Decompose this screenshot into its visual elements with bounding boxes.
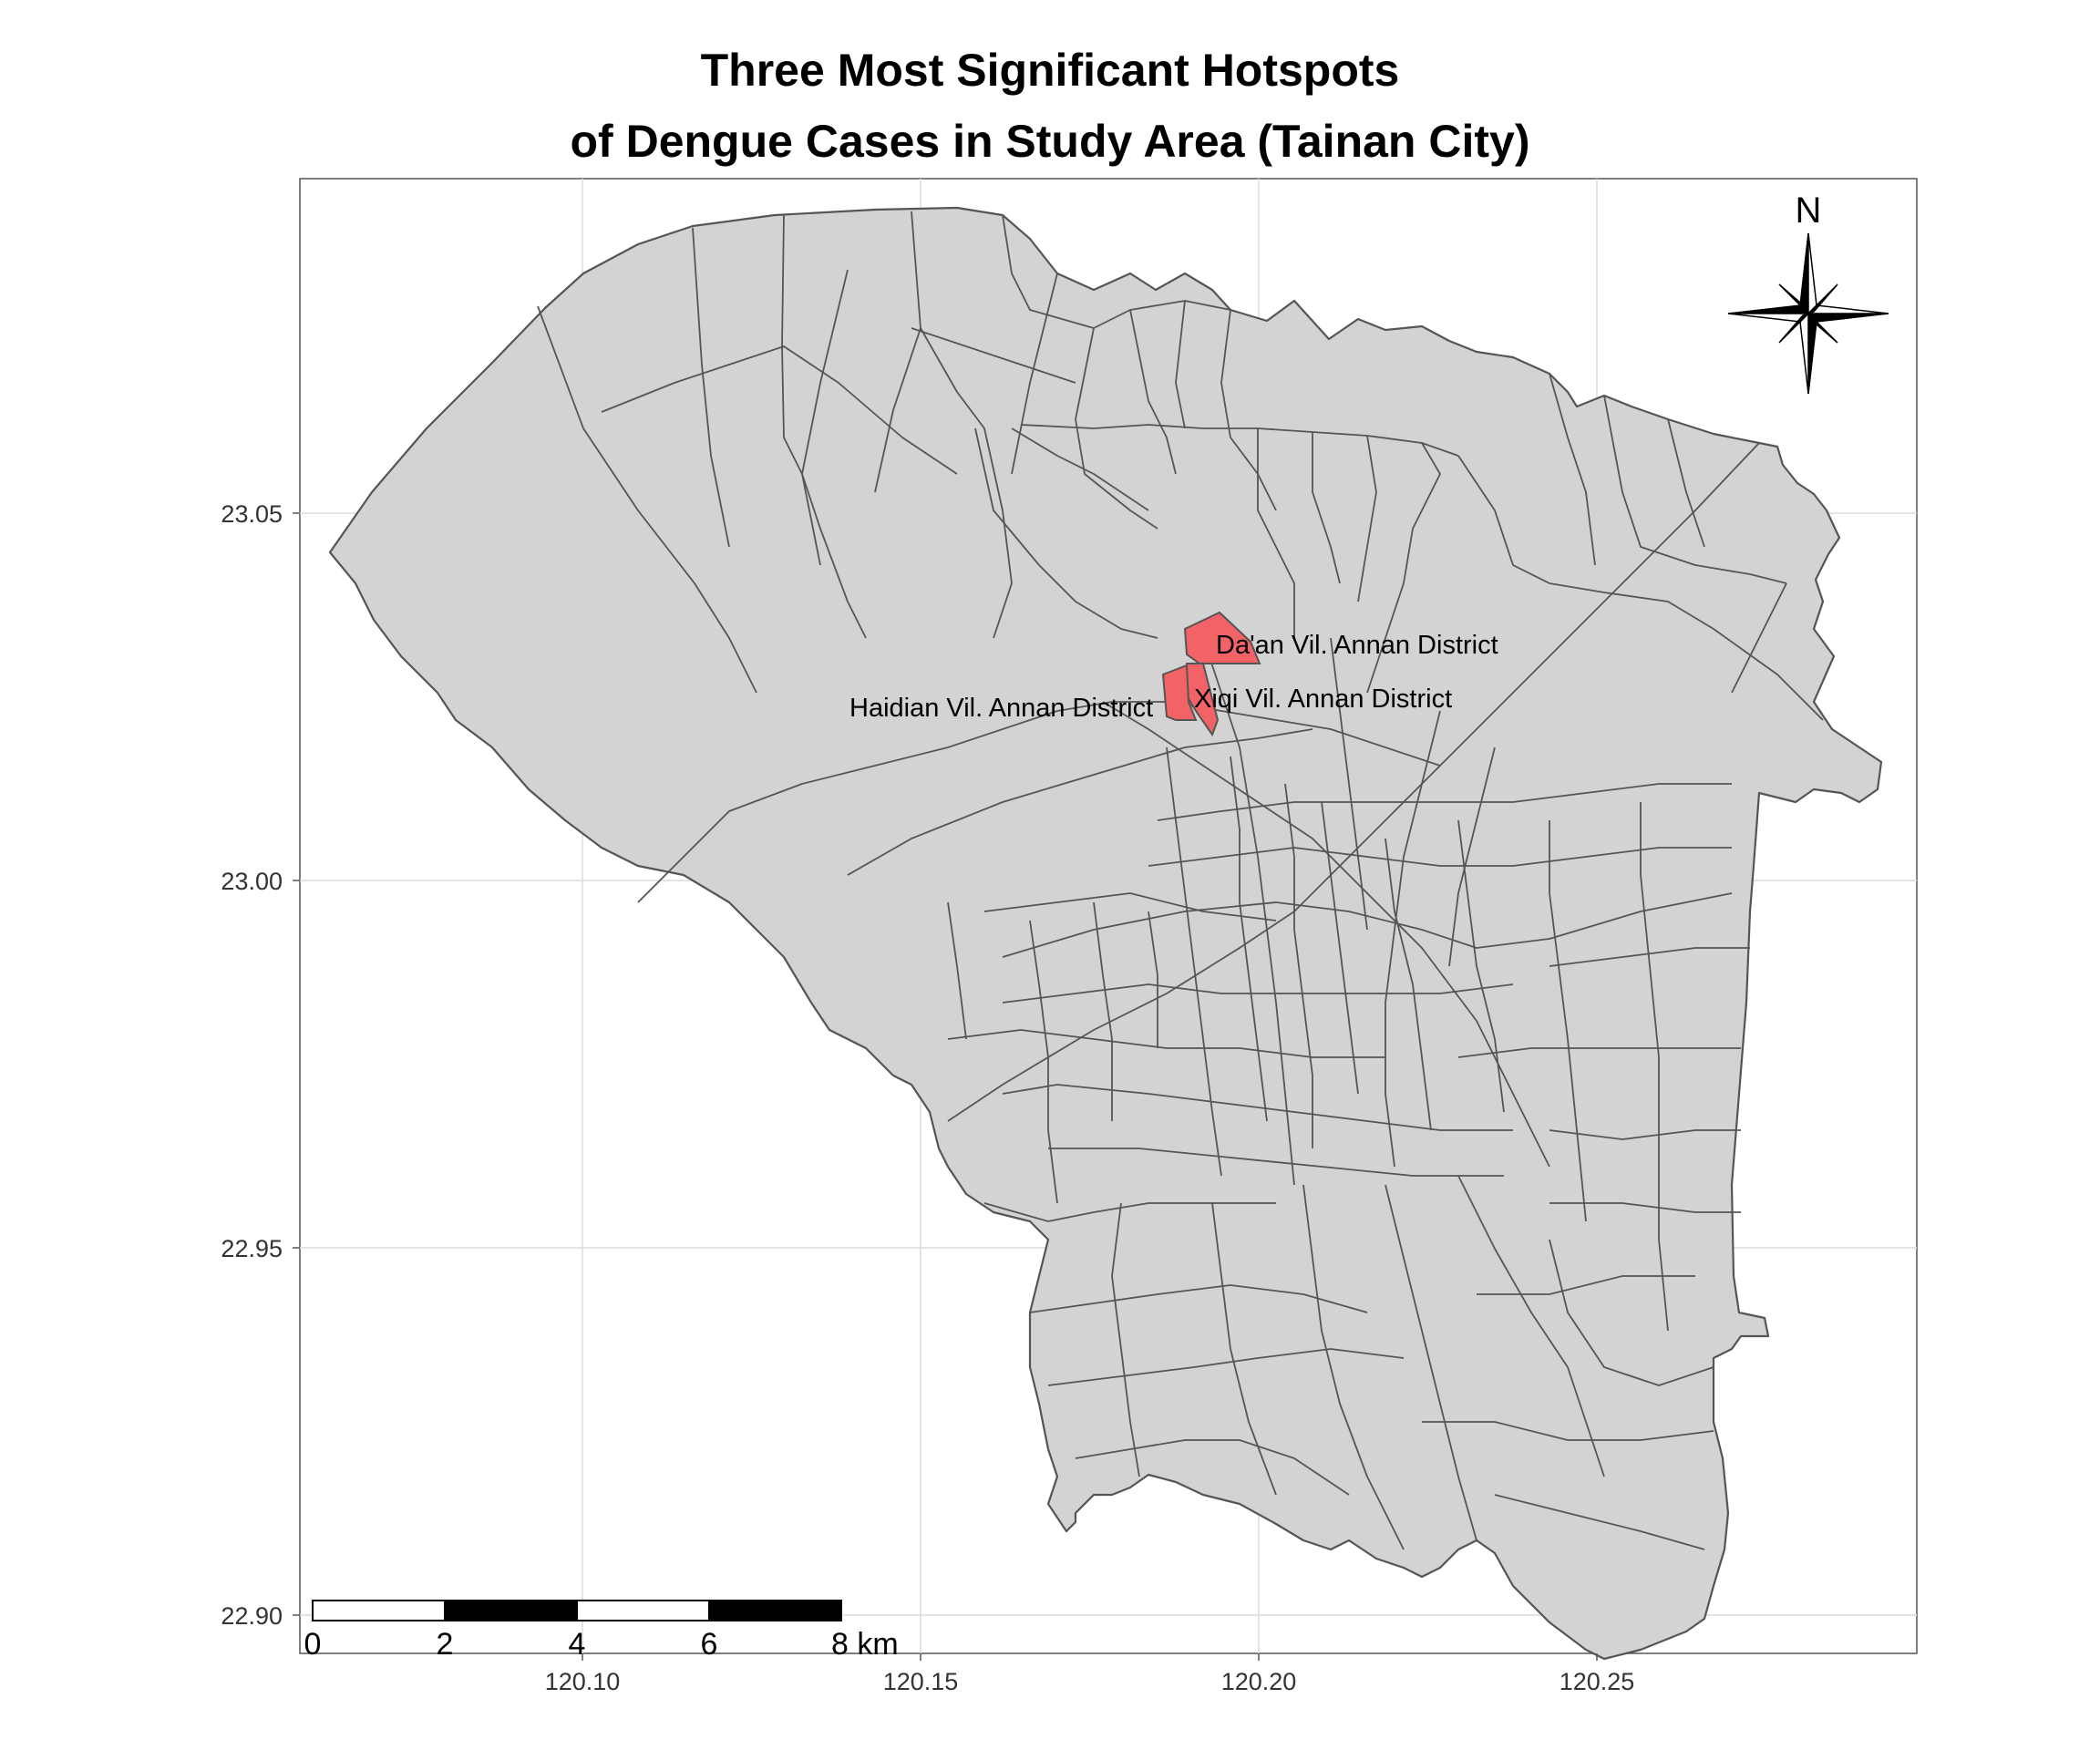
map-title-line1: Three Most Significant Hotspots (700, 45, 1400, 96)
scale-bar: 0 2 4 6 8 km (304, 1600, 899, 1662)
scale-bar-label: 8 km (831, 1627, 899, 1662)
y-tick-label: 23.05 (221, 500, 283, 528)
y-tick-label: 22.95 (221, 1235, 283, 1262)
x-tick-label: 120.10 (545, 1668, 621, 1695)
hotspot-label-xiqi: Xiqi Vil. Annan District (1194, 685, 1452, 714)
hotspot-layer (1161, 611, 1261, 737)
map-title-line2: of Dengue Cases in Study Area (Tainan Ci… (570, 116, 1530, 167)
x-tick-label: 120.25 (1560, 1668, 1635, 1695)
hotspot-daan-village (1183, 611, 1261, 664)
scale-bar-label: 4 (569, 1627, 586, 1662)
scale-bar-label: 6 (701, 1627, 718, 1662)
scale-bar-label: 0 (304, 1627, 322, 1662)
hotspot-label-daan: Da'an Vil. Annan District (1216, 631, 1498, 660)
y-tick-label: 23.00 (221, 868, 283, 895)
x-tick-label: 120.15 (883, 1668, 959, 1695)
north-arrow-icon: N (1727, 190, 1889, 395)
axis-ticks (293, 512, 1598, 1661)
scale-bar-label: 2 (437, 1627, 454, 1662)
north-label: N (1796, 190, 1822, 231)
hotspot-haidian-village (1161, 664, 1198, 721)
village-boundaries (537, 211, 1824, 1550)
hotspot-label-haidian: Haidian Vil. Annan District (849, 694, 1153, 723)
y-tick-label: 22.90 (221, 1602, 283, 1630)
study-area-polygon (328, 206, 1883, 1661)
x-tick-label: 120.20 (1221, 1668, 1297, 1695)
